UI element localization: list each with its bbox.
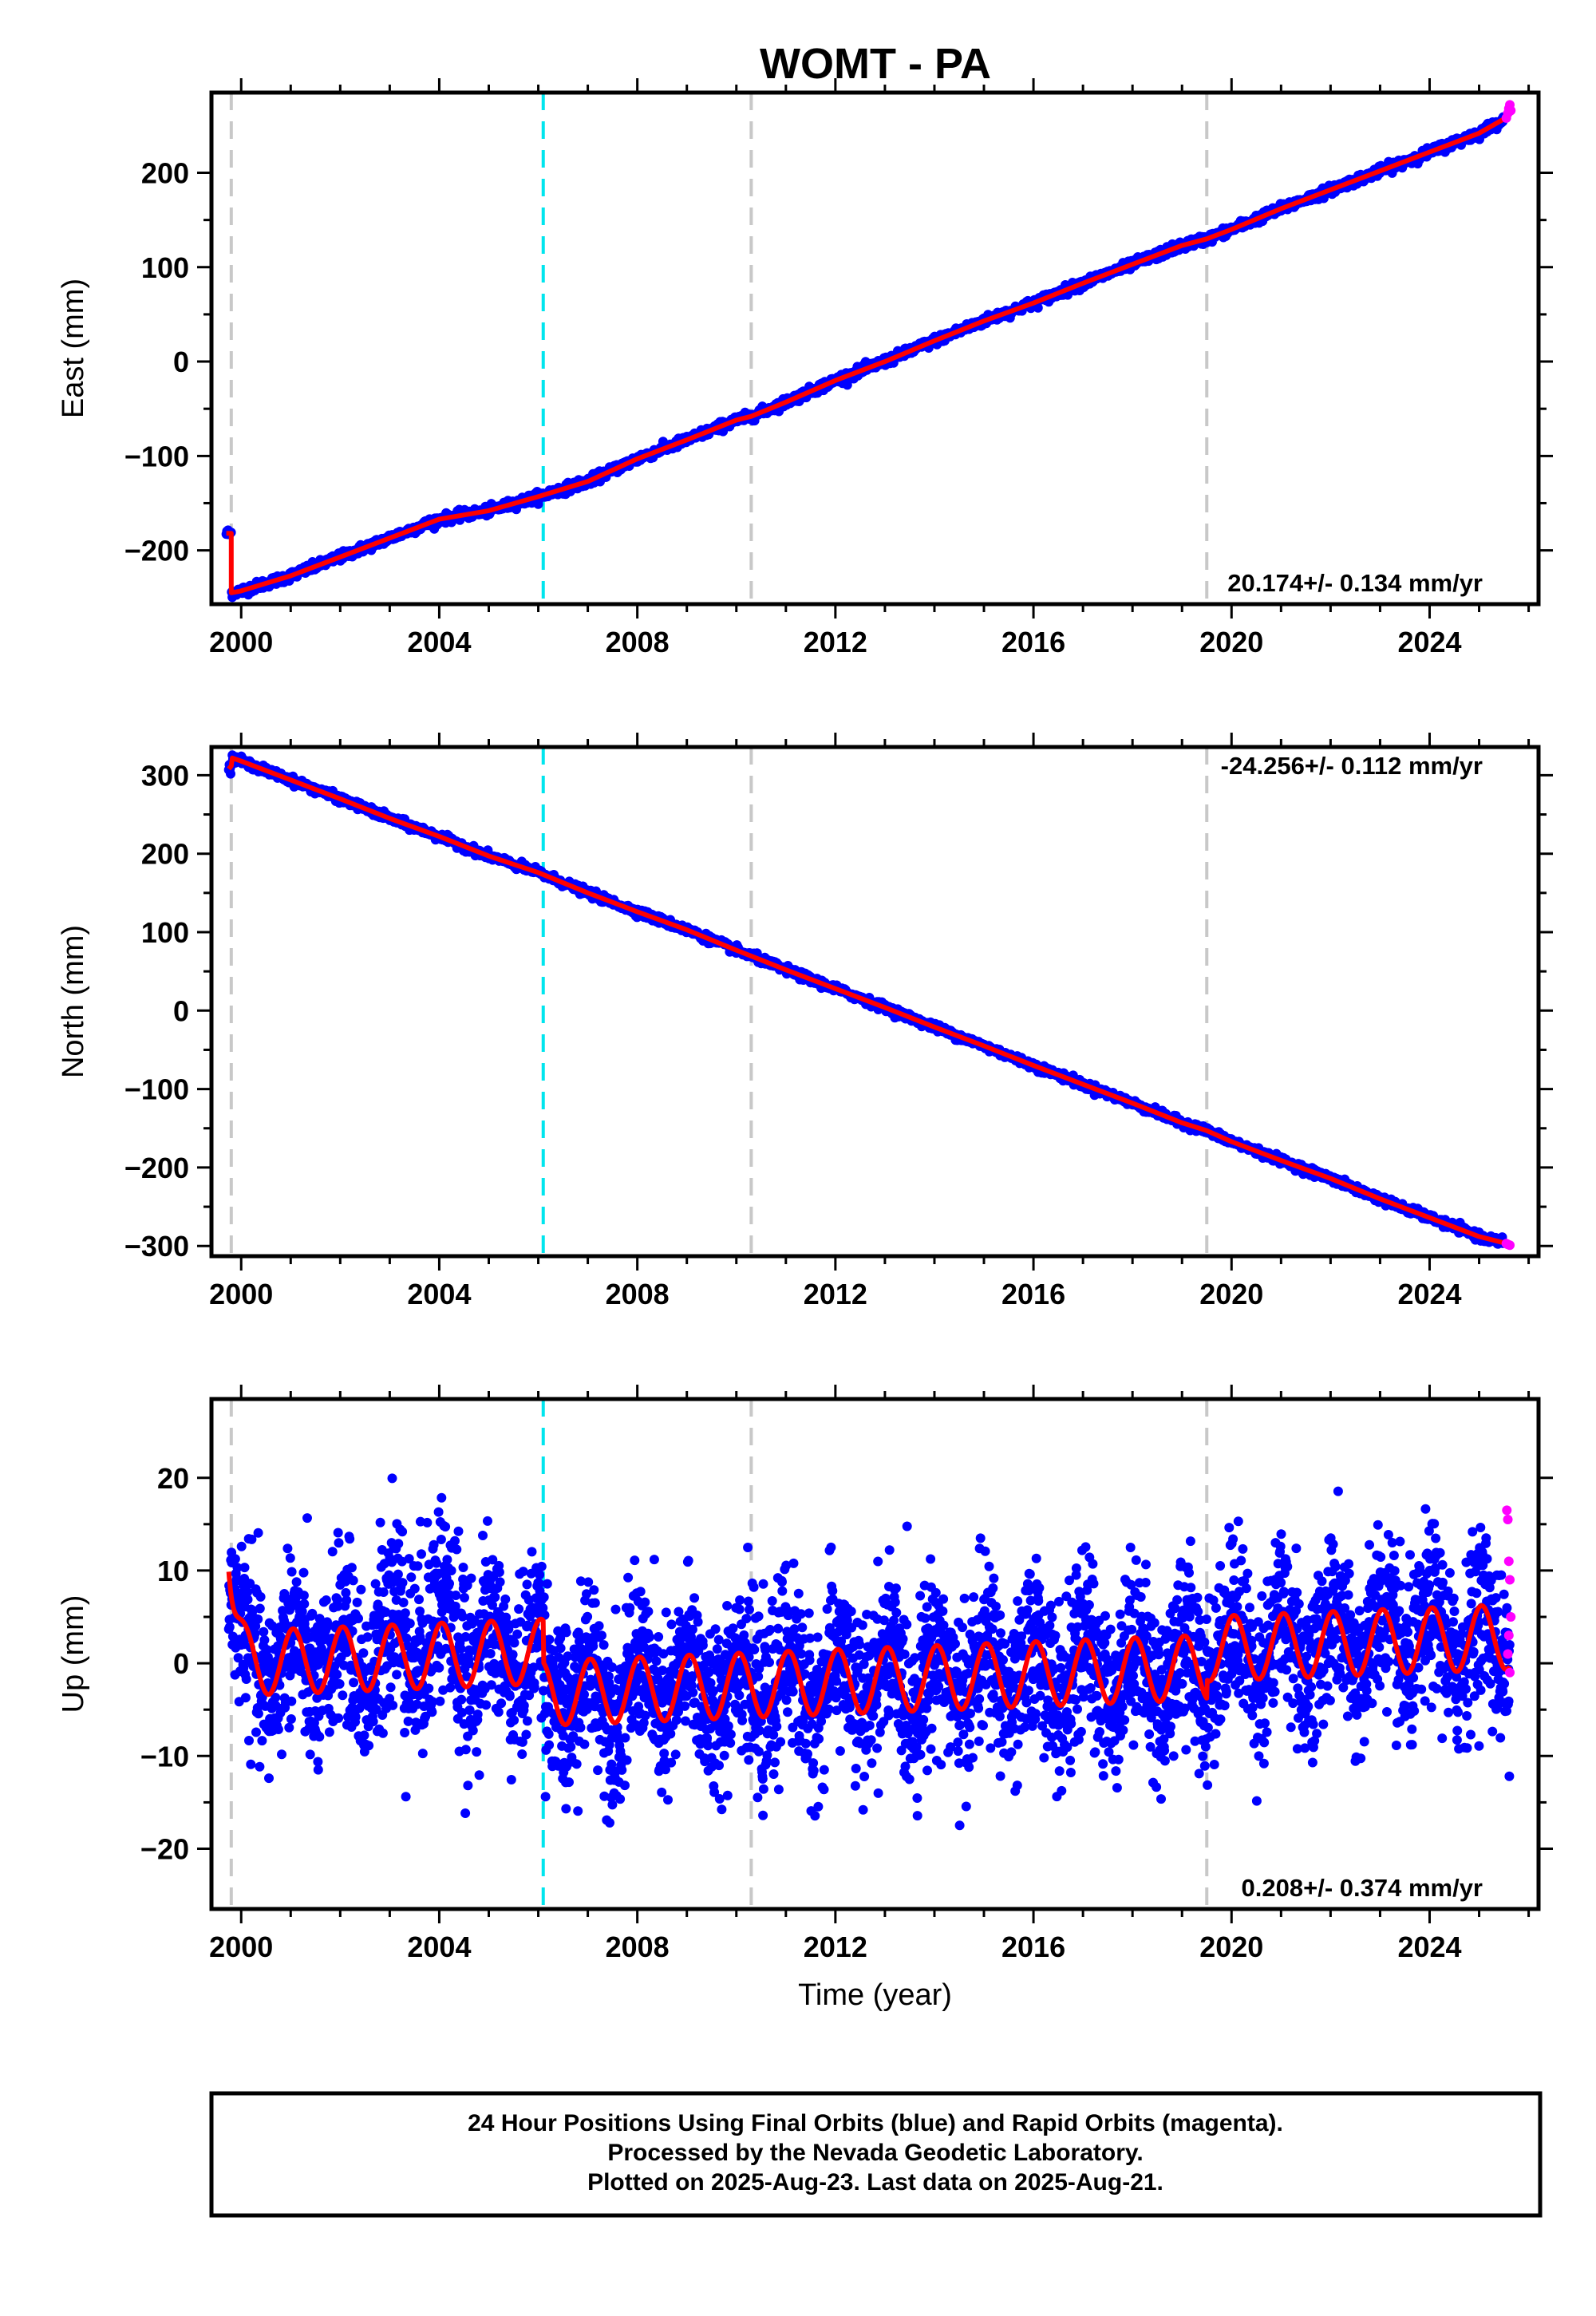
north-x-tick-label: 2004 bbox=[407, 1278, 471, 1310]
up-x-tick-label: 2008 bbox=[606, 1931, 670, 1963]
east-y-tick-label: 200 bbox=[141, 157, 189, 190]
north-rate-label: -24.256+/- 0.112 mm/yr bbox=[1221, 752, 1483, 780]
east-final-points bbox=[221, 112, 1509, 603]
north-model-fit-line bbox=[227, 755, 1505, 1246]
up-x-tick-label: 2012 bbox=[804, 1931, 867, 1963]
east-y-tick-label: −100 bbox=[124, 440, 189, 472]
up-rapid-point bbox=[1502, 1505, 1512, 1516]
north-x-tick-label: 2000 bbox=[209, 1278, 273, 1310]
up-rapid-point bbox=[1503, 1649, 1513, 1659]
footer-line-3: Plotted on 2025-Aug-23. Last data on 202… bbox=[587, 2169, 1163, 2195]
east-x-tick-label: 2000 bbox=[209, 626, 273, 658]
up-y-tick-label: 10 bbox=[157, 1555, 189, 1587]
north-y-axis-label: North (mm) bbox=[57, 925, 90, 1078]
footer-box bbox=[209, 2091, 1543, 2218]
up-x-tick-label: 2004 bbox=[407, 1931, 471, 1963]
east-rate-label: 20.174+/- 0.134 mm/yr bbox=[1227, 569, 1483, 597]
up-final-point-cloud bbox=[223, 1473, 1515, 1831]
up-plot-frame bbox=[209, 1397, 1541, 1911]
figure-title: WOMT - PA bbox=[760, 40, 991, 88]
north-panel: 2000 2004 2008 2012 2016 2020 2024−300−200−100… bbox=[57, 733, 1553, 1310]
east-rapid-points bbox=[1501, 100, 1516, 123]
up-y-tick-label: −10 bbox=[140, 1740, 189, 1773]
east-y-axis-label: East (mm) bbox=[57, 279, 90, 418]
north-x-tick-label: 2020 bbox=[1199, 1278, 1263, 1310]
north-y-tick-label: 100 bbox=[141, 916, 189, 949]
x-axis-label: Time (year) bbox=[798, 1978, 952, 2012]
north-x-tick-label: 2024 bbox=[1397, 1278, 1461, 1310]
up-rapid-point bbox=[1505, 1575, 1515, 1585]
north-rapid-point bbox=[1505, 1240, 1515, 1251]
east-rapid-point bbox=[1506, 105, 1516, 116]
north-y-tick-label: 200 bbox=[141, 838, 189, 871]
footer-line-1: 24 Hour Positions Using Final Orbits (bl… bbox=[468, 2110, 1283, 2136]
up-panel: 2000 2004 2008 2012 2016 2020 2024 −20 −10 0 10 20 U… bbox=[57, 1385, 1553, 2012]
north-y-tick-label: −200 bbox=[124, 1152, 189, 1184]
up-rate-label: 0.208+/- 0.374 mm/yr bbox=[1242, 1874, 1483, 1902]
east-x-tick-label: 2016 bbox=[1001, 626, 1065, 658]
up-rapid-points bbox=[1502, 1505, 1516, 1678]
up-y-tick-label: 20 bbox=[157, 1462, 189, 1495]
up-rapid-point bbox=[1503, 1556, 1514, 1567]
north-y-tick-label: 300 bbox=[141, 759, 189, 792]
up-x-tick-label: 2000 bbox=[209, 1931, 273, 1963]
north-rapid-points bbox=[1501, 1239, 1515, 1251]
up-rapid-point bbox=[1503, 1630, 1514, 1641]
east-y-tick-label: −200 bbox=[124, 535, 189, 567]
east-x-tick-label: 2012 bbox=[804, 626, 867, 658]
east-x-tick-label: 2008 bbox=[606, 626, 670, 658]
east-x-tick-label: 2024 bbox=[1397, 626, 1461, 658]
north-x-tick-label: 2016 bbox=[1001, 1278, 1065, 1310]
up-rapid-point bbox=[1503, 1515, 1513, 1525]
north-x-tick-label: 2012 bbox=[804, 1278, 867, 1310]
footer-line-2: Processed by the Nevada Geodetic Laborat… bbox=[607, 2140, 1143, 2166]
up-final-points bbox=[223, 1473, 1515, 1831]
up-model-fit-line bbox=[226, 1571, 1512, 1728]
up-y-tick-label: −20 bbox=[140, 1832, 189, 1865]
up-y-tick-label: 0 bbox=[173, 1647, 189, 1680]
north-y-tick-label: −300 bbox=[124, 1230, 189, 1263]
up-y-axis-label: Up (mm) bbox=[57, 1595, 90, 1713]
east-y-tick-label: 0 bbox=[173, 346, 189, 378]
east-x-tick-label: 2004 bbox=[407, 626, 471, 658]
up-x-tick-label: 2016 bbox=[1001, 1931, 1065, 1963]
north-plot-frame bbox=[209, 745, 1541, 1259]
east-x-tick-label: 2020 bbox=[1199, 626, 1263, 658]
east-model-fit-line bbox=[226, 117, 1506, 595]
east-final-point-cloud bbox=[221, 112, 1509, 603]
up-x-tick-label: 2024 bbox=[1397, 1931, 1461, 1963]
up-rapid-point bbox=[1506, 1612, 1516, 1622]
north-y-tick-label: 0 bbox=[173, 994, 189, 1027]
east-panel: 2000 2004 2008 2012 2016 2020 2024 −200 −100 0 100… bbox=[57, 78, 1553, 658]
north-y-tick-label: −100 bbox=[124, 1073, 189, 1106]
north-x-tick-label: 2008 bbox=[606, 1278, 670, 1310]
up-x-tick-label: 2020 bbox=[1199, 1931, 1263, 1963]
east-y-tick-label: 100 bbox=[141, 251, 189, 284]
up-rapid-point bbox=[1505, 1667, 1515, 1678]
east-plot-frame bbox=[209, 90, 1541, 607]
